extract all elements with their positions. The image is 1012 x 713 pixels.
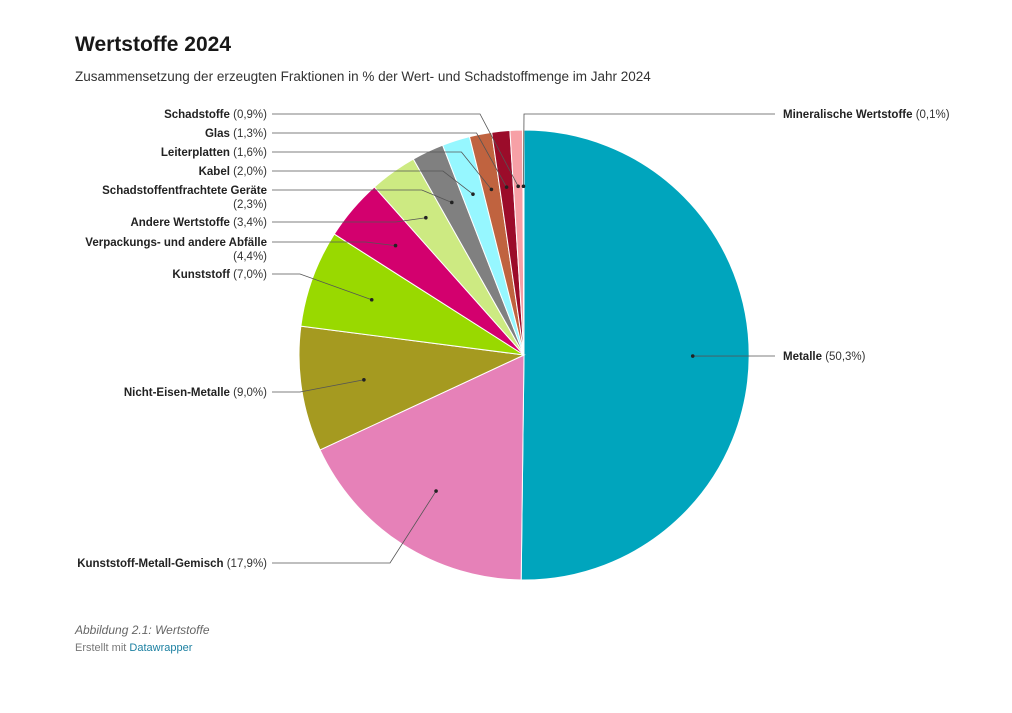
leader-leiterplatten xyxy=(272,151,492,190)
figure-caption: Abbildung 2.1: Wertstoffe xyxy=(75,623,210,637)
leader-kunststoff-metall-gemisch xyxy=(272,490,437,564)
label-value-nicht-eisen-metalle: (9,0%) xyxy=(230,387,267,399)
leader-verpackungs-und-andere-abf-lle xyxy=(272,241,396,246)
label-nicht-eisen-metalle: Nicht-Eisen-Metalle (9,0%) xyxy=(124,387,267,399)
anchor-schadstoffentfrachtete-ger-te xyxy=(450,200,454,205)
label-name-metalle: Metalle xyxy=(783,351,822,363)
label-leiterplatten: Leiterplatten (1,6%) xyxy=(161,147,267,159)
label-name-verpackungs-und-andere-abf-lle: Verpackungs- und andere Abfälle xyxy=(85,237,267,249)
anchor-kunststoff xyxy=(369,297,374,302)
anchor-leiterplatten xyxy=(489,187,494,192)
anchor-metalle xyxy=(690,354,695,358)
anchor-mineralische-wertstoffe xyxy=(521,184,526,189)
slice-metalle xyxy=(520,129,750,581)
label-value-leiterplatten: (1,6%) xyxy=(230,147,267,159)
label-name-nicht-eisen-metalle: Nicht-Eisen-Metalle xyxy=(124,387,230,399)
leader-kunststoff xyxy=(272,273,372,301)
label-value-verpackungs-und-andere-abf-lle: (4,4%) xyxy=(233,251,267,263)
leader-mineralische-wertstoffe xyxy=(523,113,775,187)
anchor-kunststoff-metall-gemisch xyxy=(434,489,438,493)
label-glas: Glas (1,3%) xyxy=(205,128,267,140)
credit-line: Erstellt mit Datawrapper xyxy=(75,642,192,654)
leader-schadstoffentfrachtete-ger-te xyxy=(272,189,452,203)
label-schadstoffentfrachtete-ger-te: Schadstoffentfrachtete Geräte (2,3%) xyxy=(102,185,267,211)
label-value-andere-wertstoffe: (3,4%) xyxy=(230,217,267,229)
label-name-glas: Glas xyxy=(205,128,230,140)
credit-prefix: Erstellt mit xyxy=(75,642,127,654)
label-value-kunststoff-metall-gemisch: (17,9%) xyxy=(224,558,268,570)
label-name-mineralische-wertstoffe: Mineralische Wertstoffe xyxy=(783,109,913,121)
anchor-glas xyxy=(504,185,509,189)
leader-kabel xyxy=(272,170,474,195)
anchor-andere-wertstoffe xyxy=(424,215,428,220)
anchor-kabel xyxy=(471,192,475,196)
label-kabel: Kabel (2,0%) xyxy=(199,166,268,178)
leader-glas xyxy=(272,132,507,188)
label-schadstoffe: Schadstoffe (0,9%) xyxy=(164,109,267,121)
label-name-leiterplatten: Leiterplatten xyxy=(161,147,230,159)
anchor-schadstoffe xyxy=(516,184,520,189)
label-value-kunststoff: (7,0%) xyxy=(230,269,267,281)
label-value-glas: (1,3%) xyxy=(230,128,267,140)
label-name-schadstoffentfrachtete-ger-te: Schadstoffentfrachtete Geräte xyxy=(102,185,267,197)
anchor-nicht-eisen-metalle xyxy=(362,377,366,382)
label-value-mineralische-wertstoffe: (0,1%) xyxy=(913,109,950,121)
label-andere-wertstoffe: Andere Wertstoffe (3,4%) xyxy=(130,217,267,229)
label-value-kabel: (2,0%) xyxy=(230,166,267,178)
datawrapper-link[interactable]: Datawrapper xyxy=(129,642,193,654)
anchor-verpackungs-und-andere-abf-lle xyxy=(393,243,398,248)
label-metalle: Metalle (50,3%) xyxy=(783,351,866,363)
label-verpackungs-und-andere-abf-lle: Verpackungs- und andere Abfälle (4,4%) xyxy=(85,237,267,263)
leader-schadstoffe xyxy=(272,113,519,187)
label-name-kunststoff: Kunststoff xyxy=(172,269,230,281)
label-value-schadstoffe: (0,9%) xyxy=(230,109,267,121)
label-value-metalle: (50,3%) xyxy=(822,351,866,363)
slice-labels: Metalle (50,3%) Kunststoff-Metall-Gemisch… xyxy=(77,109,950,570)
label-kunststoff-metall-gemisch: Kunststoff-Metall-Gemisch (17,9%) xyxy=(77,558,267,570)
label-name-schadstoffe: Schadstoffe xyxy=(164,109,230,121)
leader-nicht-eisen-metalle xyxy=(272,379,364,393)
label-name-kabel: Kabel xyxy=(199,166,230,178)
chart-title: Wertstoffe 2024 xyxy=(75,33,232,56)
label-value-schadstoffentfrachtete-ger-te: (2,3%) xyxy=(233,199,267,211)
pie-slices xyxy=(298,129,750,581)
slice-nicht-eisen-metalle xyxy=(298,325,526,451)
leader-andere-wertstoffe xyxy=(272,217,426,223)
chart-subtitle: Zusammensetzung der erzeugten Fraktionen… xyxy=(75,69,651,84)
label-kunststoff: Kunststoff (7,0%) xyxy=(172,269,267,281)
label-name-andere-wertstoffe: Andere Wertstoffe xyxy=(130,217,229,229)
label-name-kunststoff-metall-gemisch: Kunststoff-Metall-Gemisch xyxy=(77,558,223,570)
leader-lines xyxy=(272,113,776,564)
label-mineralische-wertstoffe: Mineralische Wertstoffe (0,1%) xyxy=(783,109,950,121)
